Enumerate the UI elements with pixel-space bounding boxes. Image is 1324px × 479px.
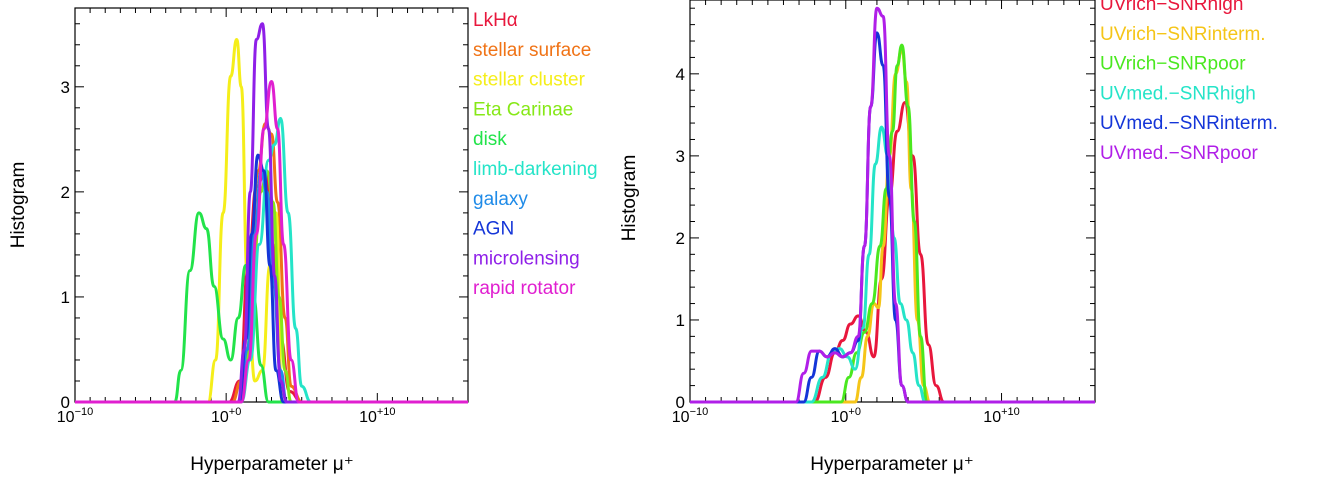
x-tick-label: 10+0: [831, 406, 861, 426]
legend-entry: UVrich−SNRinterm.: [1100, 24, 1266, 45]
series-line-5: [75, 211, 468, 404]
legend-entry: stellar cluster: [473, 70, 586, 91]
y-axis-label: Histogram: [8, 162, 29, 249]
y-tick-label: 2: [61, 183, 70, 202]
x-tick-label: 10−10: [672, 406, 708, 426]
y-tick-label: 0: [676, 393, 685, 412]
y-tick-label: 0: [61, 393, 70, 412]
legend-entry: rapid rotator: [473, 278, 576, 299]
x-tick-label: 10+10: [359, 406, 395, 426]
chart-panel-2: 0 1 2 3 4 10−10 10+0 10+10 Hyperparameter μ⁺ Hist…: [619, 0, 1278, 475]
legend-entry: UVmed.−SNRinterm.: [1100, 113, 1278, 134]
y-tick-label: 4: [676, 65, 685, 84]
x-tick-label: 10+0: [211, 406, 241, 426]
legend: LkHα stellar surface stellar cluster Eta Ca…: [473, 10, 598, 299]
y-tick-label: 3: [676, 147, 685, 166]
series-line-3: [75, 38, 468, 404]
series-line-6: [690, 6, 1095, 404]
legend-entry: UVrich−SNRpoor: [1100, 54, 1246, 75]
series-line-9: [75, 22, 468, 404]
series-line-10: [75, 80, 468, 404]
legend-entry: UVmed.−SNRpoor: [1100, 143, 1259, 164]
y-tick-label: 3: [61, 78, 70, 97]
chart-panel-1: 0 1 2 3 10−10 10+0 10+10 Hyperparameter μ⁺ Histo…: [8, 7, 598, 475]
legend-entry: disk: [473, 129, 507, 150]
x-axis-label: Hyperparameter μ⁺: [810, 454, 974, 475]
legend-entry: UVmed.−SNRhigh: [1100, 83, 1256, 104]
legend-entry: galaxy: [473, 189, 528, 210]
y-axis-label: Histogram: [619, 155, 640, 242]
legend: UVrich−SNRhigh UVrich−SNRinterm. UVrich−SN…: [1100, 0, 1278, 164]
y-tick-label: 1: [61, 288, 70, 307]
x-tick-label: 10+10: [983, 406, 1019, 426]
y-tick-label: 2: [676, 229, 685, 248]
y-tick-label: 1: [676, 311, 685, 330]
series-line-3: [690, 43, 1095, 404]
x-tick-label: 10−10: [57, 406, 93, 426]
legend-entry: microlensing: [473, 248, 580, 269]
legend-entry: Eta Carinae: [473, 99, 573, 120]
legend-entry: stellar surface: [473, 40, 591, 61]
x-axis-label: Hyperparameter μ⁺: [190, 454, 354, 475]
series-group: [75, 22, 468, 404]
legend-entry: LkHα: [473, 10, 518, 31]
legend-entry: AGN: [473, 219, 514, 240]
legend-entry: UVrich−SNRhigh: [1100, 0, 1243, 15]
series-group: [690, 6, 1095, 404]
legend-entry: limb-darkening: [473, 159, 598, 180]
